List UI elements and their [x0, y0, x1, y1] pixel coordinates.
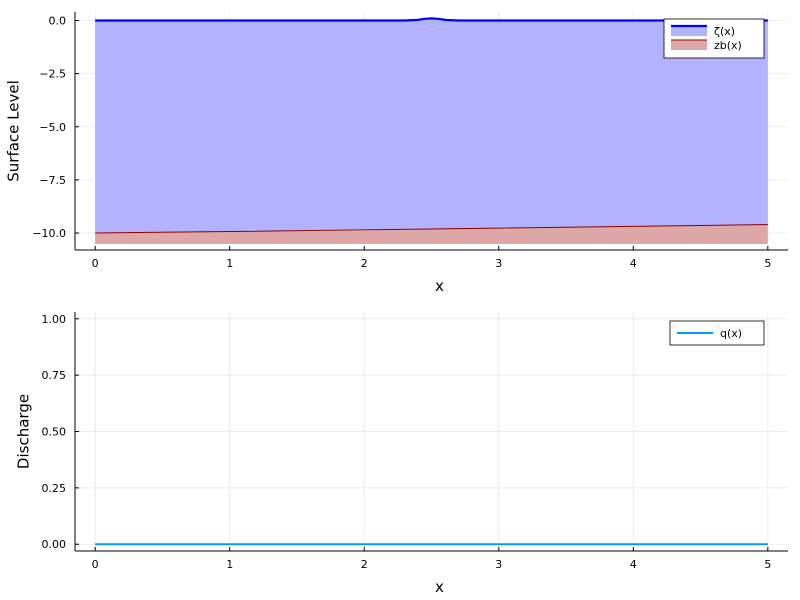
legend: q(x)	[669, 320, 765, 346]
y-tick-label: −5.0	[39, 121, 66, 134]
series-line-zeta	[95, 17, 768, 22]
y-axis-title: Surface Level	[5, 80, 23, 182]
x-axis-title: x	[435, 578, 444, 596]
y-tick-label: 0.0	[49, 15, 67, 28]
legend-swatch-fill	[671, 40, 707, 50]
x-tick-label: 0	[92, 558, 99, 571]
x-tick-label: 2	[361, 257, 368, 270]
y-tick-label: 0.50	[42, 426, 67, 439]
x-tick-label: 5	[764, 558, 771, 571]
x-tick-label: 3	[495, 558, 502, 571]
y-tick-label: 0.25	[42, 482, 67, 495]
x-tick-label: 5	[764, 257, 771, 270]
x-axis-title: x	[435, 277, 444, 295]
x-tick-label: 0	[92, 257, 99, 270]
y-tick-label: −10.0	[32, 227, 66, 240]
legend-label: q(x)	[720, 327, 742, 340]
series-fill-zb	[95, 224, 768, 244]
legend-swatch-fill	[671, 26, 707, 36]
y-tick-label: 1.00	[42, 313, 67, 326]
y-tick-label: −2.5	[39, 68, 66, 81]
y-tick-label: 0.00	[42, 538, 67, 551]
series-fill-zeta	[95, 18, 768, 233]
y-tick-label: 0.75	[42, 369, 67, 382]
x-tick-label: 1	[226, 257, 233, 270]
panel-2: 0 1 2 3 4 5 0.00 0.25 0.50 0.75 1.00 x Discharge q(x)	[15, 312, 788, 596]
y-tick-label: −7.5	[39, 174, 66, 187]
x-tick-label: 4	[630, 257, 637, 270]
legend-label: zb(x)	[714, 39, 742, 52]
series-line-zb	[95, 224, 768, 234]
y-axis-title: Discharge	[15, 394, 33, 469]
x-tick-label: 3	[495, 257, 502, 270]
x-tick-label: 1	[226, 558, 233, 571]
x-tick-label: 4	[630, 558, 637, 571]
x-tick-label: 2	[361, 558, 368, 571]
legend-label: ζ(x)	[714, 25, 735, 38]
panel-1: 0 1 2 3 4 5 0.0 −2.5 −5.0 −7.5 −10.0 x Surface Level…	[5, 12, 788, 295]
legend: ζ(x)zb(x)	[663, 18, 765, 59]
